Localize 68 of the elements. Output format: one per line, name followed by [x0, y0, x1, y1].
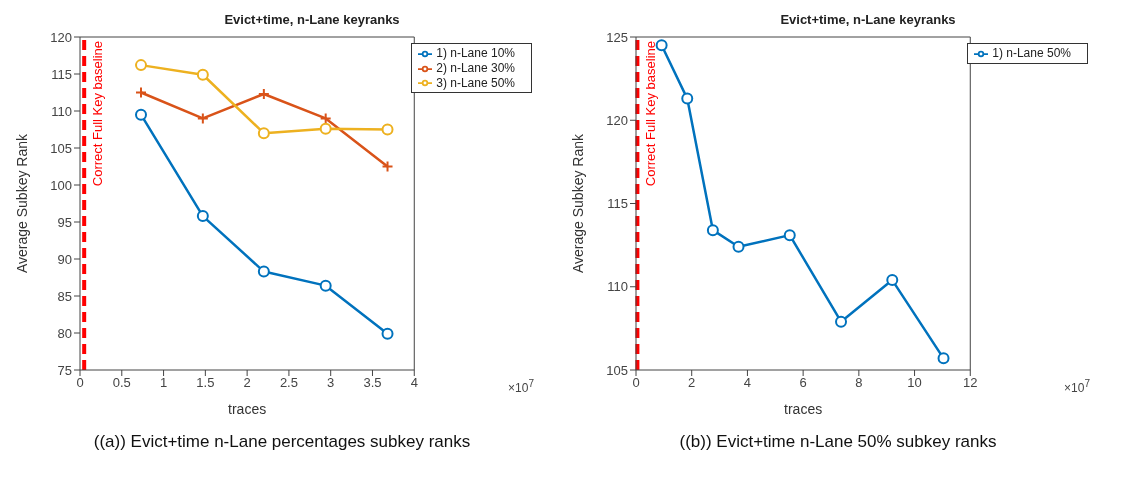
point — [706, 224, 719, 237]
x-tick-label: 3 — [327, 375, 335, 391]
legend-label: 1) n-Lane 10% — [436, 46, 515, 60]
y-tick-label: 110 — [607, 279, 628, 295]
x-tick-label: 0 — [632, 375, 640, 391]
y-tick-label: 80 — [57, 325, 72, 341]
point — [937, 352, 950, 365]
point — [135, 108, 147, 121]
y-tick-label: 110 — [51, 103, 72, 119]
y-tick-label: 115 — [607, 196, 628, 212]
chart-title: Evict+time, n-Lane keyranks — [780, 12, 956, 27]
point — [319, 279, 332, 292]
point — [196, 68, 209, 81]
text: ×10$^{7}$ — [508, 378, 534, 395]
point — [135, 59, 147, 72]
point — [886, 274, 899, 287]
point — [196, 112, 209, 125]
y-tick-label: 90 — [57, 251, 72, 267]
x-tick-label: 10 — [907, 375, 922, 391]
y-axis-title: Average Subkey Rank — [569, 132, 586, 274]
y-tick-label: 105 — [50, 140, 72, 156]
y-tick-label: 125 — [606, 29, 628, 45]
point — [732, 240, 745, 253]
y-tick-label: 120 — [50, 29, 72, 45]
x-tick-label: 8 — [855, 375, 863, 391]
x-tick-label: 1.5 — [196, 375, 215, 391]
x-tick-label: 3.5 — [363, 375, 382, 391]
x-axis-title: traces — [784, 401, 823, 417]
point — [681, 92, 694, 105]
y-tick-label: 95 — [57, 214, 72, 230]
ref-line-label: Correct Full Key baseline — [90, 41, 106, 187]
text: ((b)) Evict+time n-Lane 50% subkey ranks — [678, 432, 998, 452]
y-tick-label: 85 — [57, 288, 72, 304]
point — [783, 229, 796, 242]
point — [257, 127, 270, 140]
x-tick-label: 2 — [688, 375, 696, 391]
x-tick-label: 0.5 — [112, 375, 131, 391]
x-tick-label: 4 — [743, 375, 752, 391]
x-tick-label: 6 — [799, 375, 807, 391]
y-tick-label: 75 — [57, 362, 72, 378]
x-tick-label: 1 — [159, 375, 168, 391]
point — [196, 210, 209, 223]
x-tick-label: 12 — [963, 375, 978, 391]
x-tick-label: 0 — [76, 375, 84, 391]
x-tick-label: 2 — [243, 375, 251, 391]
text: ((a)) Evict+time n-Lane percentages subkey ranks — [92, 432, 472, 452]
ref-line-label: Correct Full Key baseline — [643, 41, 659, 187]
point — [257, 265, 270, 278]
legend-label: 2) n-Lane 30% — [436, 60, 515, 75]
y-tick-label: 100 — [50, 177, 72, 193]
point — [135, 86, 147, 99]
legend-label: 1) n-Lane 50% — [992, 46, 1071, 60]
y-tick-label: 115 — [51, 66, 72, 82]
point — [319, 122, 332, 135]
point — [381, 160, 394, 173]
point — [381, 123, 394, 136]
x-tick-label: 4 — [410, 375, 418, 391]
text: ×10$^{7}$ — [1064, 378, 1090, 395]
y-axis-title: Average Subkey Rank — [13, 132, 30, 274]
x-axis-title: traces — [228, 401, 267, 417]
y-tick-label: 120 — [606, 112, 628, 128]
y-tick-label: 105 — [606, 362, 628, 378]
legend-label: 3) n-Lane 50% — [436, 75, 515, 90]
chart-title: Evict+time, n-Lane keyranks — [224, 12, 400, 27]
x-tick-label: 2.5 — [279, 375, 298, 391]
point — [835, 315, 848, 328]
point — [381, 327, 394, 340]
point — [655, 39, 668, 52]
